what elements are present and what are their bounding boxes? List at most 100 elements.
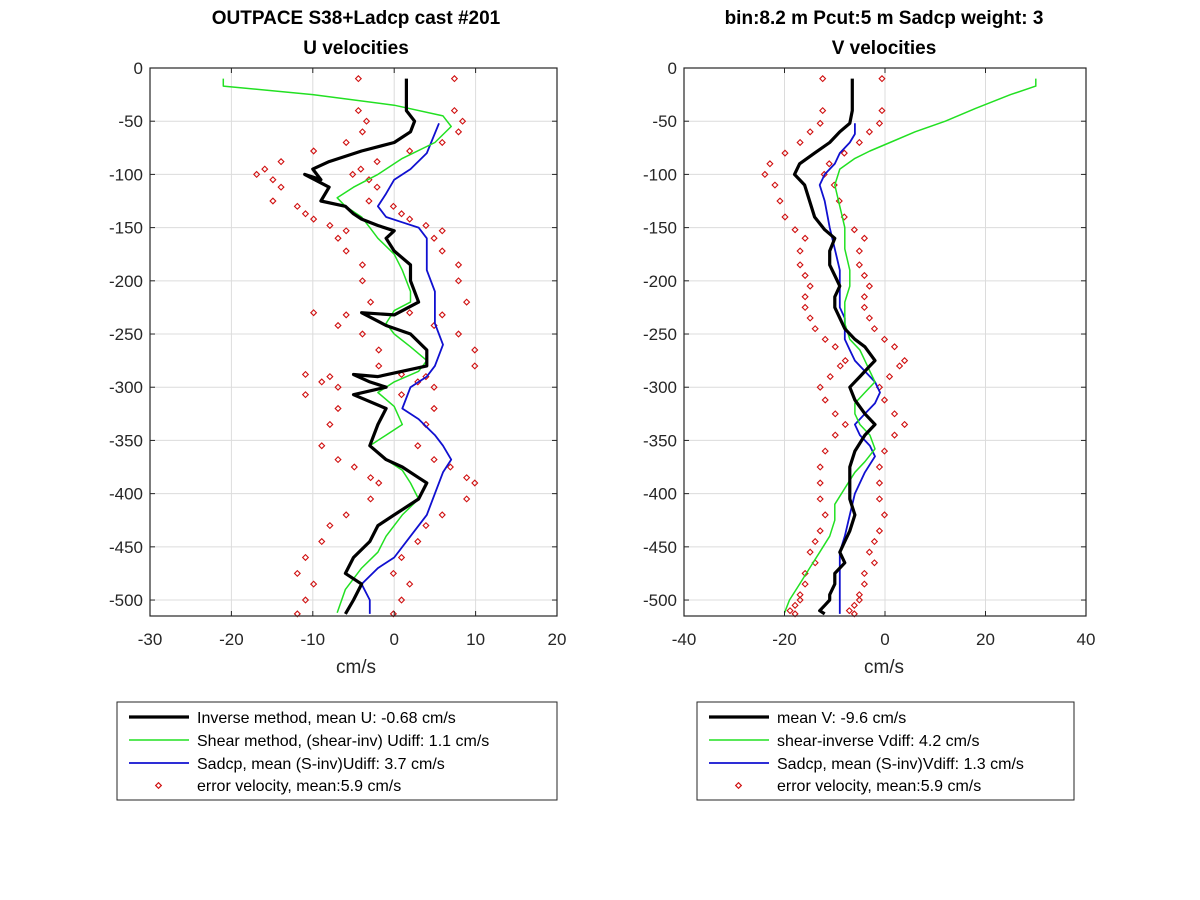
u-error-marker-17-right bbox=[430, 234, 438, 242]
u-error-marker-28-left bbox=[326, 372, 334, 381]
u-legend-swatch-error bbox=[154, 781, 163, 790]
v-error-marker-18-left bbox=[801, 303, 809, 312]
v-error-marker-44-left bbox=[791, 601, 799, 609]
u-error-marker-14-right bbox=[406, 215, 414, 223]
u-series-line-0 bbox=[303, 78, 429, 615]
v-error-marker-1-left bbox=[819, 106, 827, 115]
u-x-tick-label-5: 20 bbox=[548, 630, 567, 649]
v-error-marker-20-left bbox=[811, 325, 819, 333]
v-error-marker-15-right bbox=[860, 271, 869, 280]
v-error-marker-14-right bbox=[855, 261, 863, 269]
u-error-marker-7-right bbox=[357, 165, 365, 173]
u-error-marker-29-left bbox=[301, 370, 310, 379]
u-x-tick-label-4: 10 bbox=[466, 630, 485, 649]
u-error-marker-18-left bbox=[342, 247, 350, 255]
u-series-line-1 bbox=[222, 78, 452, 614]
v-error-marker-23-right bbox=[900, 357, 909, 365]
u-legend: Inverse method, mean U: -0.68 cm/s Shear… bbox=[116, 701, 558, 801]
u-error-marker-22-left bbox=[342, 311, 350, 319]
v-ticks: -40 -20 0 20 400-50-100-150-200-250-300-350-… bbox=[643, 59, 1095, 649]
v-error-marker-35-right bbox=[880, 511, 889, 519]
v-error-marker-2-right bbox=[875, 119, 884, 127]
u-error-marker-40-right bbox=[463, 495, 471, 503]
u-y-tick-label-10: -500 bbox=[109, 591, 143, 610]
v-legend-entry-shear: shear-inverse Vdiff: 4.2 cm/s bbox=[777, 733, 979, 750]
v-error-marker-16-right bbox=[865, 282, 874, 290]
v-error-marker-13-right bbox=[855, 247, 863, 255]
v-error-marker-27-right bbox=[880, 396, 889, 404]
v-error-marker-11-right bbox=[850, 226, 858, 234]
v-error-marker-4-right bbox=[855, 138, 863, 147]
v-error-marker-46-right bbox=[850, 610, 858, 618]
v-error-marker-25-right bbox=[885, 372, 894, 381]
u-error-marker-48-left bbox=[293, 610, 301, 618]
u-error-marker-39-left bbox=[375, 479, 383, 487]
u-error-marker-44-right bbox=[397, 553, 406, 562]
v-y-tick-label-9: -450 bbox=[643, 538, 677, 557]
u-error-marker-9-left bbox=[253, 170, 261, 179]
u-y-tick-label-5: -250 bbox=[109, 325, 143, 344]
u-error-marker-39-right bbox=[471, 479, 479, 487]
u-error-marker-14-left bbox=[310, 215, 318, 223]
v-y-tick-label-10: -500 bbox=[643, 591, 677, 610]
u-error-marker-5-right bbox=[406, 147, 414, 155]
u-error-marker-2-left bbox=[362, 117, 371, 125]
u-error-marker-16-left bbox=[342, 227, 350, 235]
v-error-marker-45-right bbox=[845, 607, 853, 615]
v-error-marker-3-left bbox=[806, 128, 814, 136]
v-error-marker-26-left bbox=[816, 383, 824, 391]
v-error-marker-45-left bbox=[786, 607, 794, 615]
v-error-marker-37-right bbox=[870, 537, 879, 546]
u-error-marker-1-right bbox=[450, 106, 459, 115]
v-error-marker-38-right bbox=[865, 548, 874, 556]
u-y-tick-label-9: -450 bbox=[109, 538, 143, 557]
u-chart-title: OUTPACE S38+Ladcp cast #201 bbox=[212, 8, 501, 29]
v-error-marker-5-left bbox=[781, 149, 789, 157]
u-error-marker-46-left bbox=[310, 580, 318, 588]
v-error-marker-41-left bbox=[801, 580, 809, 588]
u-error-marker-9-right bbox=[349, 170, 357, 179]
u-error-marker-38-left bbox=[366, 474, 375, 482]
v-error-marker-42-right bbox=[855, 591, 863, 599]
u-grid bbox=[150, 68, 557, 616]
u-error-marker-48-right bbox=[389, 610, 397, 618]
u-error-marker-11-left bbox=[269, 197, 277, 205]
v-error-marker-33-left bbox=[816, 479, 824, 487]
u-error-marker-41-left bbox=[342, 511, 350, 519]
u-error-marker-8-left bbox=[269, 176, 277, 184]
v-error-marker-11-left bbox=[791, 226, 799, 234]
u-error-marker-36-right bbox=[430, 455, 438, 464]
v-error-marker-18-right bbox=[860, 303, 869, 312]
v-error-marker-33-right bbox=[875, 479, 884, 487]
u-error-marker-32-left bbox=[301, 391, 310, 399]
v-error-marker-31-left bbox=[821, 447, 829, 455]
v-x-tick-label-1: -20 bbox=[772, 630, 797, 649]
u-error-marker-47-left bbox=[301, 596, 310, 604]
u-error-marker-41-right bbox=[438, 511, 446, 519]
u-error-marker-12-right bbox=[389, 202, 397, 210]
v-error-marker-42-left bbox=[796, 591, 804, 599]
v-error-marker-21-left bbox=[821, 335, 829, 343]
v-error-marker-12-right bbox=[860, 234, 869, 242]
v-error-marker-25-left bbox=[826, 372, 834, 381]
v-error-marker-10-left bbox=[781, 213, 789, 221]
u-x-tick-label-3: 0 bbox=[389, 630, 398, 649]
u-y-tick-label-7: -350 bbox=[109, 431, 143, 450]
u-error-marker-0-right bbox=[450, 75, 459, 83]
u-error-marker-23-right bbox=[406, 309, 414, 317]
v-y-tick-label-3: -150 bbox=[643, 219, 677, 238]
u-error-marker-25-left bbox=[358, 330, 367, 338]
v-error-marker-43-left bbox=[796, 596, 804, 604]
u-error-marker-37-left bbox=[350, 463, 358, 471]
u-error-marker-22-right bbox=[438, 311, 446, 319]
v-error-marker-23-left bbox=[841, 357, 849, 365]
v-error-marker-21-right bbox=[880, 335, 889, 343]
u-y-tick-label-6: -300 bbox=[109, 378, 143, 397]
v-error-marker-5-right bbox=[840, 149, 848, 157]
v-chart-title: bin:8.2 m Pcut:5 m Sadcp weight: 3 bbox=[725, 8, 1044, 29]
v-error-marker-19-right bbox=[865, 314, 874, 322]
u-error-marker-30-left bbox=[318, 378, 326, 386]
u-error-marker-34-left bbox=[326, 420, 334, 429]
v-legend-entry-error: error velocity, mean:5.9 cm/s bbox=[777, 778, 981, 795]
u-error-marker-15-right bbox=[422, 221, 430, 230]
